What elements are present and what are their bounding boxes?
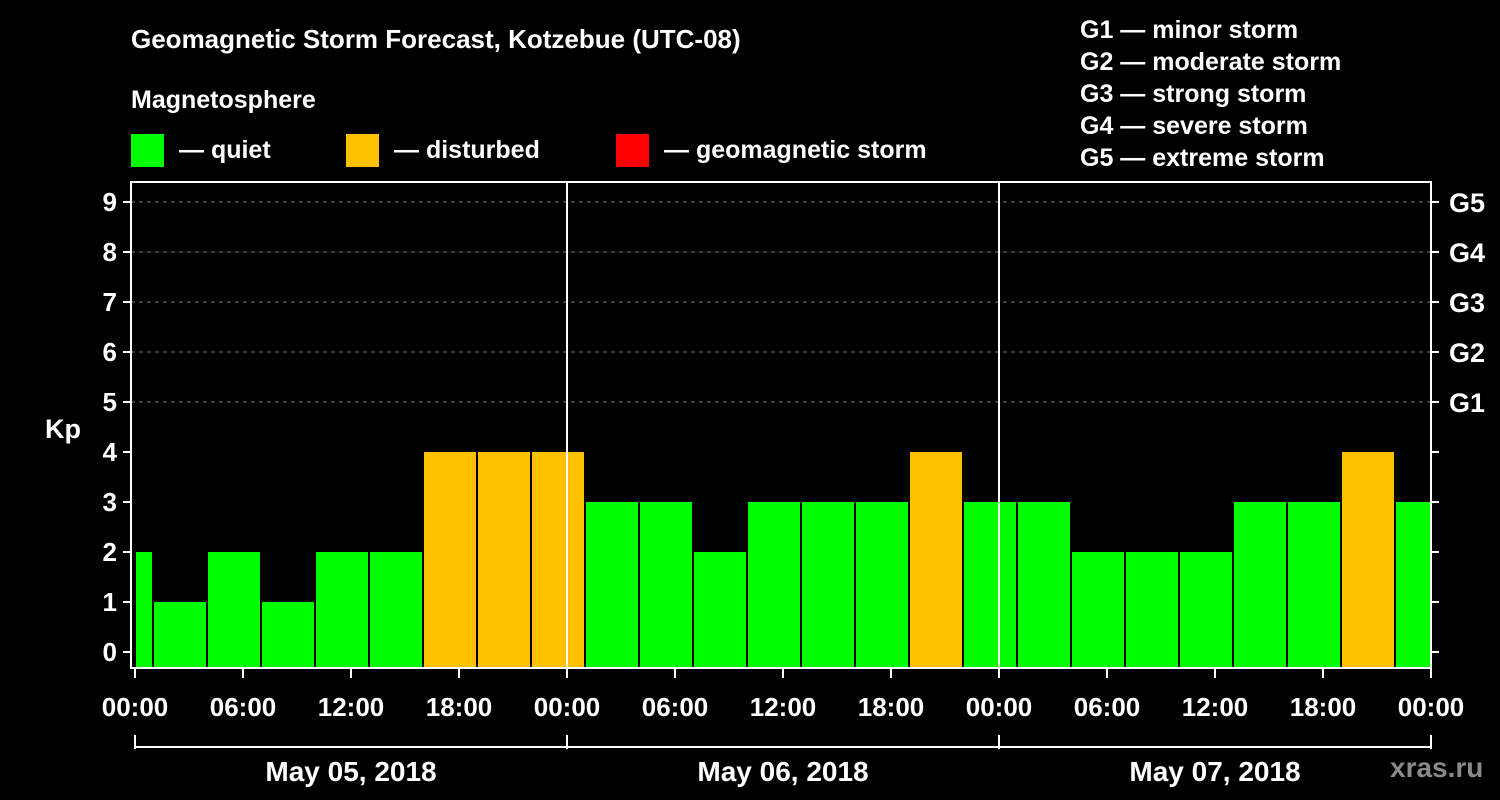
- y-tick-label-3: 3: [103, 487, 117, 517]
- kp-bar-1: [154, 602, 206, 668]
- y-tick-label-0: 0: [103, 637, 117, 667]
- y-tick-label-8: 8: [103, 237, 117, 267]
- kp-bar-19: [1126, 552, 1178, 668]
- green-square-icon: [131, 133, 164, 167]
- x-tick-label-3: 18:00: [426, 692, 493, 722]
- kp-bar-15: [910, 452, 962, 668]
- legend-subtitle: Magnetosphere: [131, 86, 316, 114]
- kp-bar-22: [1288, 502, 1340, 668]
- kp-bar-13: [802, 502, 854, 668]
- y-tick-label-4: 4: [103, 437, 118, 467]
- legend-item-storm: — geomagnetic storm: [616, 133, 927, 167]
- date-label-0: May 05, 2018: [265, 756, 436, 787]
- y-tick-label-9: 9: [103, 187, 117, 217]
- x-tick-label-11: 18:00: [1290, 692, 1357, 722]
- kp-bar-14: [856, 502, 908, 668]
- x-tick-label-9: 06:00: [1074, 692, 1141, 722]
- g-scale-label-g1: G1: [1449, 388, 1485, 418]
- y-axis-label: Kp: [45, 414, 81, 444]
- kp-bar-4: [316, 552, 368, 668]
- date-label-1: May 06, 2018: [697, 756, 868, 787]
- kp-bar-20: [1180, 552, 1232, 668]
- g-scale-label-g4: G4: [1449, 238, 1485, 268]
- legend-label-storm: — geomagnetic storm: [664, 135, 927, 164]
- g-scale-label-g2: G2: [1449, 338, 1485, 368]
- kp-bar-9: [586, 502, 638, 668]
- kp-bar-17: [1018, 502, 1070, 668]
- kp-bar-2: [208, 552, 260, 668]
- x-tick-label-5: 06:00: [642, 692, 709, 722]
- x-tick-label-2: 12:00: [318, 692, 385, 722]
- storm-scale-g5: G5 — extreme storm: [1080, 144, 1325, 172]
- x-tick-label-10: 12:00: [1182, 692, 1249, 722]
- kp-bar-11: [694, 552, 746, 668]
- x-tick-label-7: 18:00: [858, 692, 925, 722]
- kp-bar-16: [964, 502, 1016, 668]
- g-scale-label-g5: G5: [1449, 188, 1485, 218]
- kp-bar-0: [136, 552, 152, 668]
- storm-scale-g2: G2 — moderate storm: [1080, 48, 1342, 76]
- legend-label-disturbed: — disturbed: [394, 135, 540, 164]
- x-tick-label-1: 06:00: [210, 692, 277, 722]
- plot-frame: [130, 181, 1432, 669]
- x-tick-label-4: 00:00: [534, 692, 601, 722]
- kp-bar-8: [532, 452, 584, 668]
- x-tick-label-0: 00:00: [102, 692, 169, 722]
- legend-label-quiet: — quiet: [179, 135, 271, 164]
- kp-bar-10: [640, 502, 692, 668]
- chart-title: Geomagnetic Storm Forecast, Kotzebue (UT…: [131, 24, 741, 54]
- y-tick-label-2: 2: [103, 537, 117, 567]
- watermark: xras.ru: [1390, 752, 1484, 783]
- storm-scale-g3: G3 — strong storm: [1080, 80, 1307, 108]
- g-scale-label-g3: G3: [1449, 288, 1485, 318]
- x-tick-label-8: 00:00: [966, 692, 1033, 722]
- x-tick-label-6: 12:00: [750, 692, 817, 722]
- y-tick-label-5: 5: [103, 387, 117, 417]
- kp-bar-23: [1342, 452, 1394, 668]
- kp-bar-18: [1072, 552, 1124, 668]
- date-label-2: May 07, 2018: [1129, 756, 1300, 787]
- kp-bar-24: [1396, 502, 1430, 668]
- kp-bar-6: [424, 452, 476, 668]
- kp-bar-21: [1234, 502, 1286, 668]
- storm-scale-list: G1 — minor storm G2 — moderate storm G3 …: [1080, 14, 1341, 174]
- storm-scale-g4: G4 — severe storm: [1080, 112, 1308, 140]
- orange-square-icon: [346, 133, 379, 167]
- y-tick-label-7: 7: [103, 287, 117, 317]
- storm-scale-g1: G1 — minor storm: [1080, 16, 1299, 44]
- y-tick-label-1: 1: [103, 587, 117, 617]
- kp-bar-3: [262, 602, 314, 668]
- kp-bar-7: [478, 452, 530, 668]
- x-tick-label-12: 00:00: [1398, 692, 1465, 722]
- y-tick-label-6: 6: [103, 337, 117, 367]
- kp-bar-12: [748, 502, 800, 668]
- legend-item-disturbed: — disturbed: [346, 133, 540, 167]
- kp-bar-5: [370, 552, 422, 668]
- red-square-icon: [616, 133, 649, 167]
- legend-item-quiet: — quiet: [131, 133, 271, 167]
